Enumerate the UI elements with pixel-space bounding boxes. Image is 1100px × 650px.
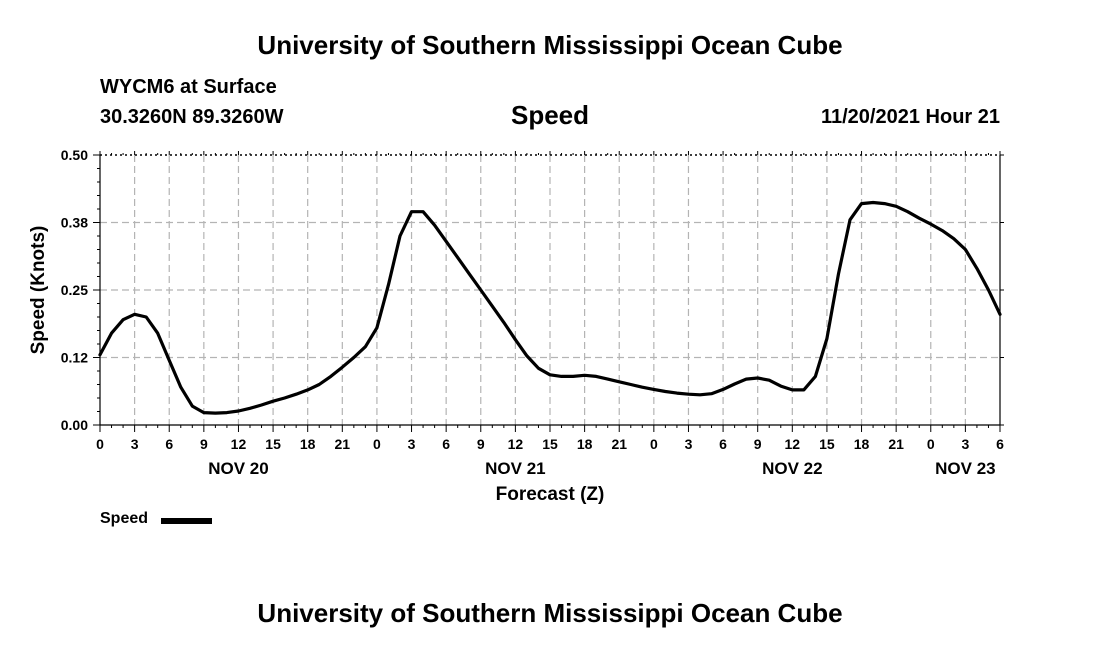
date-label: NOV 22 [762,459,822,478]
x-tick-label: 0 [96,436,104,452]
x-tick-label: 21 [335,436,351,452]
axis-layer [93,151,1004,432]
x-tick-label: 6 [719,436,727,452]
x-tick-label: 18 [854,436,870,452]
y-tick-label: 0.25 [61,282,88,298]
grid-layer [100,155,1000,425]
y-tick-label: 0.00 [61,417,88,433]
forecast-datetime: 11/20/2021 Hour 21 [820,106,1000,128]
label-layer: 0 3 6 9 12 15 18 21 0 3 6 9 12 15 18 21 0 3 6 9 12 15 18 21 0 3 6 0… [28,147,1004,505]
date-label: NOV 23 [935,459,995,478]
x-tick-label: 6 [442,436,450,452]
x-tick-label: 6 [996,436,1004,452]
date-label: NOV 21 [485,459,545,478]
x-tick-label: 9 [754,436,762,452]
x-tick-label: 12 [231,436,247,452]
station-label: WYCM6 at Surface [100,76,277,98]
x-tick-label: 12 [508,436,524,452]
page-title: University of Southern Mississippi Ocean… [257,30,843,60]
y-tick-label: 0.50 [61,147,88,163]
y-tick-label: 0.38 [61,215,88,231]
y-tick-label: 0.12 [61,350,88,366]
footer-title: University of Southern Mississippi Ocean… [257,598,843,628]
x-tick-label: 0 [373,436,381,452]
x-tick-label: 3 [131,436,139,452]
x-tick-label: 15 [819,436,835,452]
x-tick-label: 21 [611,436,627,452]
legend-swatch [161,518,212,524]
chart-title: Speed [510,100,590,130]
x-tick-label: 18 [300,436,316,452]
x-tick-label: 9 [200,436,208,452]
y-axis-title: Speed (Knots) [28,226,49,355]
x-tick-label: 6 [165,436,173,452]
coordinates-label: 30.3260N 89.3260W [100,106,284,128]
x-tick-label: 9 [477,436,485,452]
x-tick-label: 3 [685,436,693,452]
series-line-speed [98,200,1002,415]
series-layer [98,200,1002,415]
legend-label: Speed [100,510,149,527]
date-label: NOV 20 [208,459,268,478]
x-tick-label: 21 [888,436,904,452]
x-axis-title: Forecast (Z) [496,484,605,505]
x-tick-label: 18 [577,436,593,452]
x-tick-label: 15 [542,436,558,452]
x-tick-label: 12 [785,436,801,452]
x-tick-label: 15 [265,436,281,452]
x-tick-label: 3 [408,436,416,452]
x-tick-label: 0 [927,436,935,452]
x-tick-label: 3 [961,436,969,452]
x-tick-label: 0 [650,436,658,452]
